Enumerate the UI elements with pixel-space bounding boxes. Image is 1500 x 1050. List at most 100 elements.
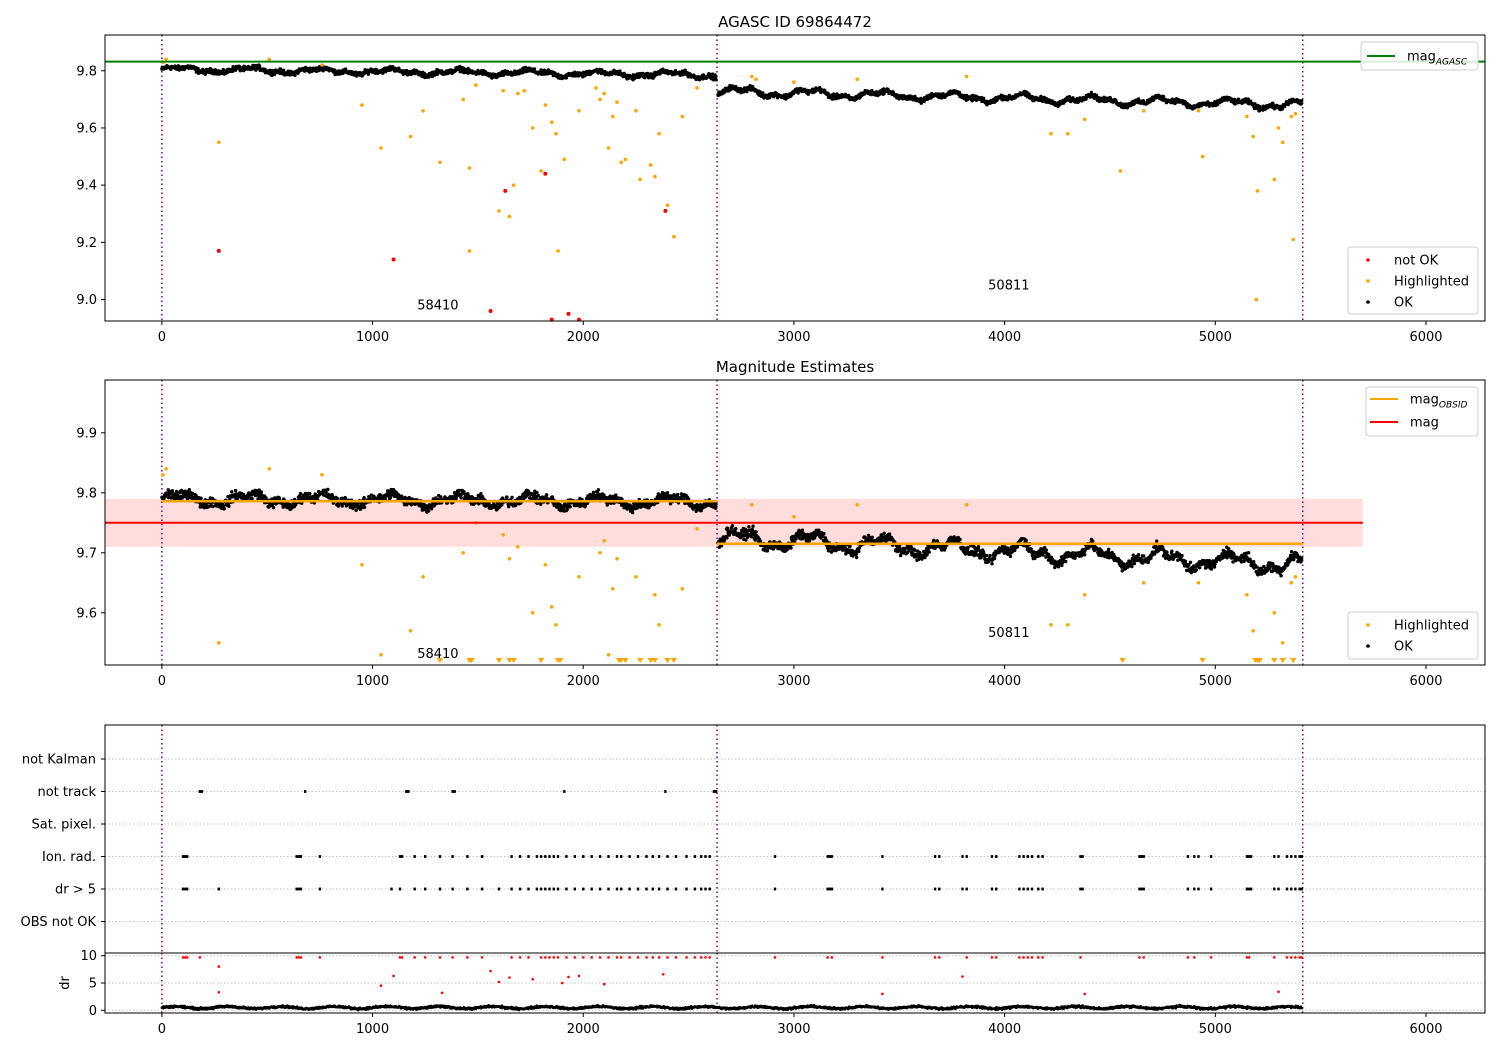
ok-point (927, 550, 931, 554)
highlighted-point (408, 134, 413, 139)
highlighted-point (623, 157, 628, 162)
ok-point (1041, 553, 1045, 557)
ok-point (259, 490, 263, 494)
highlighted-point (1196, 109, 1201, 113)
not-ok-point (503, 188, 508, 193)
ok-point (744, 538, 748, 542)
highlighted-point (461, 97, 466, 102)
ok-point (1044, 548, 1049, 552)
highlighted-point (665, 203, 670, 207)
ok-point (854, 552, 858, 556)
legend-label: not OK (1394, 254, 1439, 269)
x-tick-label: 6000 (1409, 330, 1442, 345)
ok-point (800, 528, 805, 532)
highlighted-point (1082, 117, 1087, 122)
highlighted-point (606, 146, 611, 150)
highlighted-point (549, 120, 554, 124)
highlighted-point (1276, 126, 1281, 130)
ok-point (988, 553, 992, 558)
ok-point (362, 505, 367, 509)
ok-point (479, 492, 483, 496)
highlighted-point (467, 166, 472, 170)
highlighted-point (516, 91, 520, 96)
highlighted-point (467, 249, 472, 253)
highlighted-point (653, 174, 657, 179)
highlighted-point (1254, 297, 1259, 302)
ok-point (326, 487, 330, 492)
not-ok-point (488, 309, 493, 313)
ok-point (751, 524, 755, 528)
legend-label: Highlighted (1394, 275, 1469, 290)
panel-magnitude-title: Magnitude Estimates (716, 358, 874, 376)
ok-point (591, 490, 596, 494)
ok-point (984, 553, 989, 558)
ok-point (550, 495, 555, 499)
y-tick-label: 9.4 (76, 179, 97, 194)
ok-point (1299, 102, 1304, 106)
ok-point (510, 495, 514, 500)
x-tick-label: 5000 (1199, 330, 1232, 345)
highlighted-point (1200, 154, 1205, 159)
ok-point (544, 493, 549, 497)
ok-point (925, 553, 929, 557)
ok-point (646, 71, 650, 76)
highlighted-point (594, 86, 598, 90)
highlighted-point (539, 169, 543, 173)
y-tick-label: 9.6 (76, 121, 97, 136)
highlighted-point (634, 109, 638, 113)
highlighted-point (556, 249, 560, 253)
highlighted-point (648, 163, 653, 167)
ok-point (308, 491, 312, 496)
x-tick-label: 1000 (356, 330, 389, 345)
ok-point (505, 495, 509, 499)
ok-point (439, 495, 443, 499)
legend-point-swatch (1366, 258, 1370, 262)
highlighted-point (598, 97, 602, 102)
highlighted-point (672, 234, 676, 239)
ok-point (257, 64, 262, 68)
ok-point (958, 537, 962, 541)
ok-point (747, 525, 751, 529)
ok-point (932, 538, 936, 543)
highlighted-point (474, 83, 478, 87)
ok-point (990, 562, 994, 566)
ok-point (535, 490, 539, 495)
highlighted-point (1141, 109, 1146, 113)
ok-point (507, 504, 511, 509)
highlighted-point (1272, 177, 1277, 182)
ok-point (211, 504, 215, 509)
highlighted-point (501, 89, 506, 93)
ok-point (532, 67, 537, 71)
highlighted-point (602, 91, 607, 96)
ok-point (568, 505, 572, 509)
highlighted-point (1293, 111, 1298, 116)
panel-agasc-title: AGASC ID 69864472 (718, 13, 872, 31)
highlighted-point (497, 209, 501, 213)
legend-point-swatch (1366, 300, 1370, 304)
ok-point (913, 548, 917, 552)
ok-point (826, 549, 831, 553)
ok-point (501, 73, 506, 77)
highlighted-point (438, 160, 442, 165)
legend-point-swatch (1366, 279, 1370, 283)
highlighted-point (611, 114, 615, 119)
ok-point (882, 531, 886, 535)
ok-point (1064, 559, 1068, 564)
highlighted-point (522, 89, 527, 93)
ok-point (596, 488, 601, 492)
ok-point (675, 492, 680, 497)
highlighted-point (855, 77, 859, 82)
ok-point (713, 73, 717, 77)
highlighted-point (360, 103, 364, 107)
highlighted-point (511, 183, 516, 187)
ok-point (683, 68, 687, 72)
ok-point (362, 496, 366, 500)
highlighted-point (1118, 169, 1123, 173)
ok-point (630, 510, 635, 515)
x-tick-label: 2000 (567, 330, 600, 345)
not-ok-point (663, 208, 668, 213)
highlighted-point (379, 146, 383, 150)
highlighted-point (164, 57, 168, 62)
ok-point (271, 506, 276, 510)
